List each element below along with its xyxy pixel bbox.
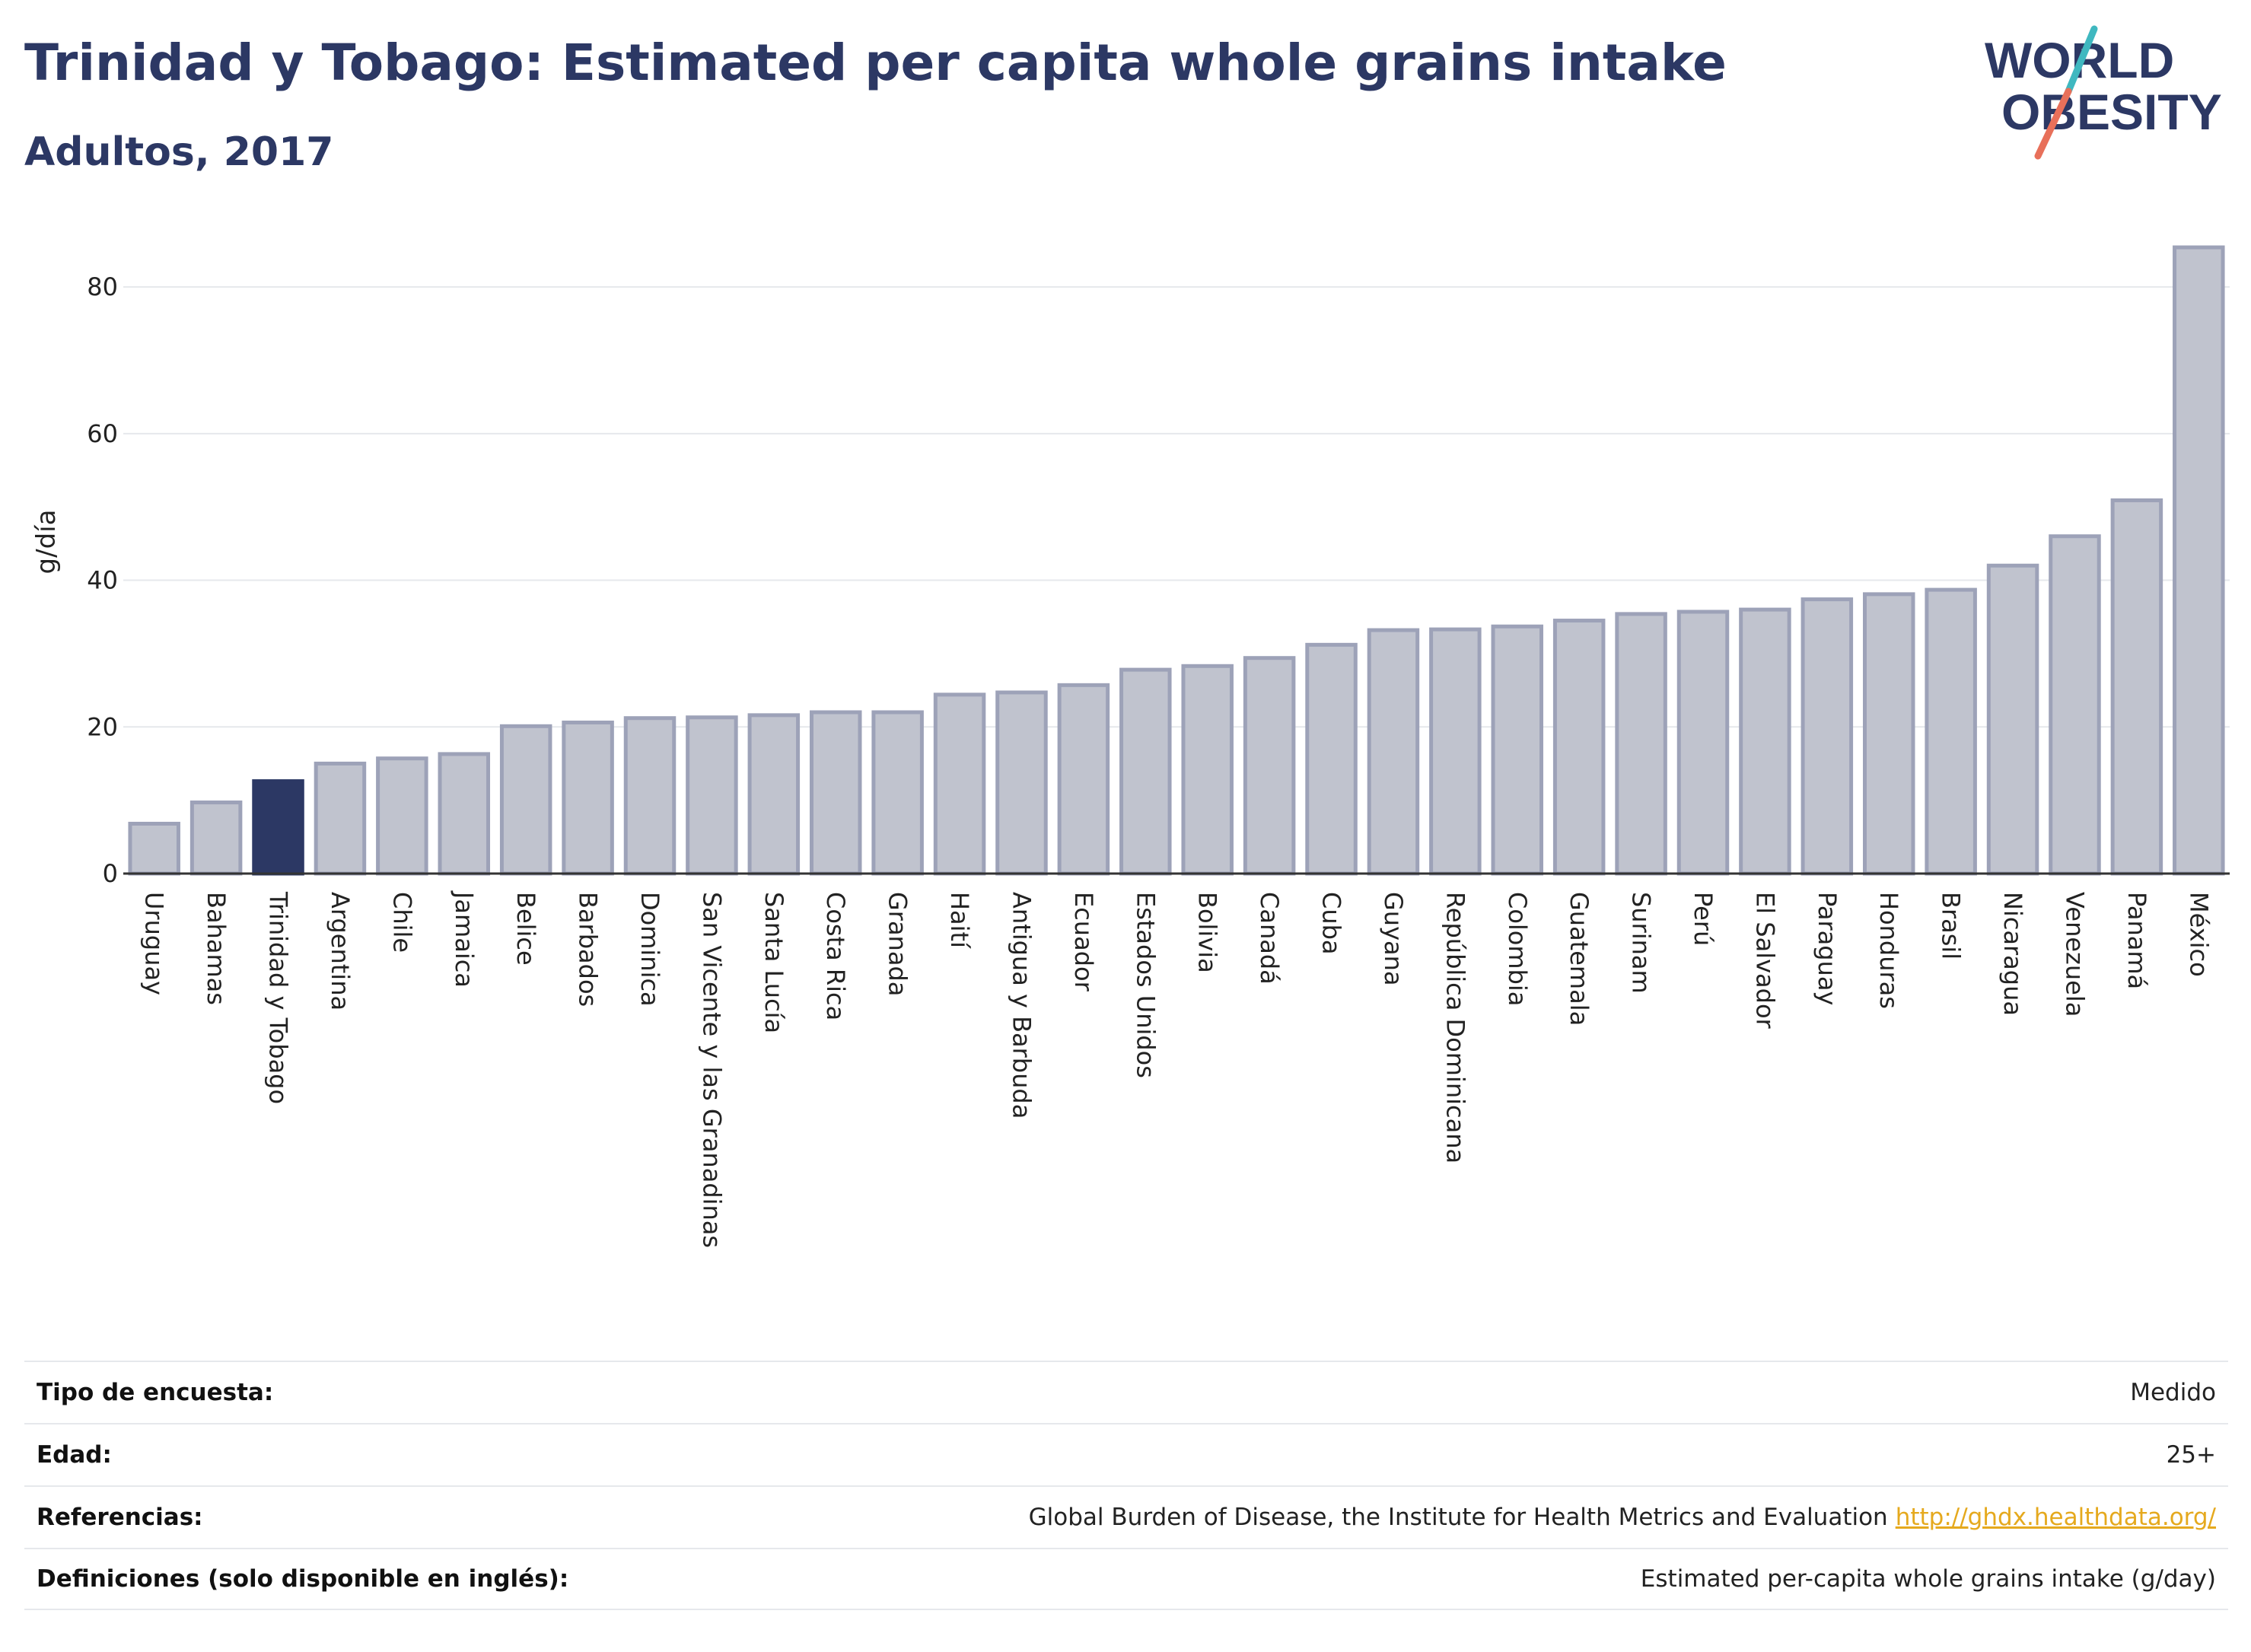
bars (128, 245, 2225, 876)
info-label: Definiciones (solo disponible en inglés)… (37, 1565, 569, 1593)
x-axis-labels: Uruguay Bahamas Trinidad y Tobago Argentina… (140, 890, 2214, 1248)
info-label: Tipo de encuesta: (37, 1379, 274, 1406)
info-label: Edad: (37, 1441, 112, 1469)
info-row-survey-type: Tipo de encuesta: Medido (24, 1361, 2228, 1423)
chart-subtitle: Adultos, 2017 (24, 129, 334, 175)
bar[interactable] (1305, 642, 1358, 876)
x-tick-label: Jamaica (450, 890, 479, 988)
bar[interactable] (1925, 587, 1977, 876)
bar[interactable] (747, 713, 801, 876)
info-value: Estimated per-capita whole grains intake… (1640, 1565, 2216, 1593)
reference-text: Global Burden of Disease, the Institute … (1028, 1504, 1888, 1531)
y-axis-ticks: 0 20 40 60 80 (87, 272, 118, 888)
bar[interactable] (2173, 245, 2225, 876)
info-row-definitions: Definiciones (solo disponible en inglés)… (24, 1548, 2228, 1610)
chart-title: Trinidad y Tobago: Estimated per capita … (24, 33, 1727, 92)
bar[interactable] (2049, 534, 2101, 876)
x-tick-label: Dominica (635, 892, 664, 1007)
bar[interactable] (1491, 624, 1544, 876)
x-tick-label: El Salvador (1750, 892, 1779, 1030)
x-tick-label: Guyana (1379, 892, 1408, 986)
x-tick-label: Panamá (2122, 892, 2151, 989)
bar[interactable] (189, 801, 243, 876)
bar[interactable] (499, 724, 552, 876)
reference-link[interactable]: http://ghdx.healthdata.org/ (1895, 1504, 2216, 1531)
x-tick-label: Venezuela (2060, 892, 2089, 1017)
x-tick-label: Ecuador (1069, 892, 1098, 992)
x-tick-label: México (2184, 892, 2213, 977)
bar[interactable] (871, 710, 924, 876)
x-tick-label: Argentina (326, 892, 355, 1011)
y-tick-label: 80 (87, 272, 118, 301)
bar[interactable] (562, 720, 614, 876)
bar[interactable] (1243, 656, 1296, 876)
bar[interactable] (376, 756, 428, 876)
bar[interactable] (623, 716, 677, 876)
x-tick-label: Canadá (1255, 892, 1284, 985)
bar[interactable] (1986, 563, 2039, 876)
bar[interactable] (1615, 612, 1667, 876)
x-tick-label: Estados Unidos (1131, 892, 1160, 1078)
y-tick-label: 0 (103, 859, 118, 888)
x-tick-label: Bolivia (1193, 892, 1222, 973)
y-axis-label: g/día (31, 510, 62, 575)
info-label: Referencias: (37, 1504, 203, 1531)
y-tick-label: 40 (87, 566, 118, 595)
bar[interactable] (686, 715, 738, 876)
info-value-references: Global Burden of Disease, the Institute … (1029, 1504, 2216, 1531)
x-tick-label: Nicaragua (1998, 892, 2027, 1016)
info-row-references: Referencias: Global Burden of Disease, t… (24, 1485, 2228, 1548)
bar[interactable] (314, 761, 367, 876)
info-row-age: Edad: 25+ (24, 1423, 2228, 1485)
bar[interactable] (1367, 628, 1420, 876)
info-value: Medido (2130, 1379, 2216, 1406)
logo-line2: OBESITY (2001, 84, 2222, 140)
x-tick-label: Colombia (1503, 892, 1532, 1006)
world-obesity-logo: WORLD OBESITY (1985, 25, 2222, 160)
x-tick-label: Surinam (1627, 892, 1656, 994)
bar[interactable] (252, 779, 304, 876)
bar[interactable] (1552, 619, 1606, 876)
info-value: 25+ (2166, 1441, 2216, 1469)
x-tick-label: Granada (884, 892, 912, 996)
x-tick-label: Bahamas (202, 892, 231, 1005)
bar[interactable] (1119, 667, 1172, 876)
bar[interactable] (933, 692, 986, 876)
bar[interactable] (1057, 683, 1110, 876)
x-tick-label: Trinidad y Tobago (264, 891, 293, 1104)
x-tick-label: Barbados (574, 892, 603, 1007)
bar[interactable] (2110, 498, 2163, 876)
y-tick-label: 20 (87, 712, 118, 741)
x-tick-label: Honduras (1874, 892, 1903, 1009)
bar[interactable] (1862, 592, 1915, 876)
x-tick-label: Santa Lucía (759, 892, 788, 1033)
bar[interactable] (128, 821, 180, 876)
logo-slash-top-icon (2065, 25, 2098, 95)
bar[interactable] (1800, 597, 1854, 876)
bar[interactable] (809, 710, 862, 876)
x-tick-label: Haití (945, 892, 974, 949)
x-tick-label: República Dominicana (1441, 892, 1469, 1163)
y-tick-label: 60 (87, 419, 118, 448)
x-tick-label: Brasil (1937, 892, 1966, 960)
x-tick-label: Paraguay (1813, 892, 1842, 1005)
bar[interactable] (1429, 627, 1482, 876)
logo-slash-bottom-icon (2034, 88, 2072, 160)
bar-chart: 0 20 40 60 80 Uruguay Bahamas Trinidad y Tobag… (31, 245, 2230, 1248)
x-tick-label: Perú (1689, 892, 1718, 946)
bar[interactable] (438, 752, 491, 876)
x-tick-label: Costa Rica (821, 892, 850, 1020)
info-table: Tipo de encuesta: Medido Edad: 25+ Refer… (24, 1361, 2228, 1610)
x-tick-label: Guatemala (1565, 892, 1594, 1026)
x-tick-label: Chile (387, 892, 416, 953)
bar[interactable] (1739, 607, 1791, 876)
bar[interactable] (1181, 664, 1234, 876)
x-tick-label: San Vicente y las Granadinas (697, 892, 726, 1248)
x-tick-label: Uruguay (140, 892, 169, 995)
x-tick-label: Belice (511, 892, 540, 966)
bar[interactable] (1676, 610, 1730, 876)
bar[interactable] (995, 690, 1048, 876)
x-tick-label: Cuba (1317, 892, 1346, 955)
x-tick-label: Antigua y Barbuda (1007, 892, 1036, 1119)
